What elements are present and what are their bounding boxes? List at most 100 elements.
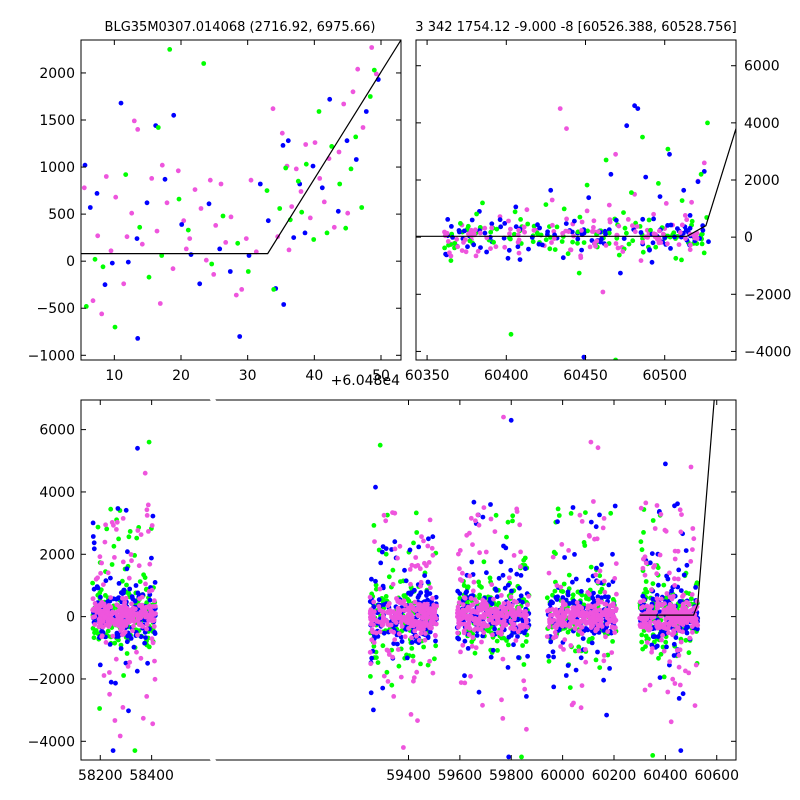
panel-2-data-point [490,632,495,638]
panel-2-data-point [479,584,484,590]
panel-0-data-point [159,253,165,258]
panel-0-data-point [170,266,176,272]
panel-2-data-point [650,634,656,640]
panel-2-data-point [490,647,496,653]
panel-2-data-point [115,506,121,511]
panel-1-data-point [647,247,652,253]
panel-2-data-point [577,512,583,518]
panel-2-data-point [392,539,398,545]
panel-2-data-point [607,666,612,671]
panel-2-data-point [134,649,139,655]
panel-2-data-point [499,613,505,619]
panel-1-data-point [616,223,622,229]
panel-2-data-point [639,632,645,638]
panel-2-data-point [670,676,676,682]
panel-2-data-point [375,660,381,665]
panel-1-data-point [578,253,583,259]
panel-0-data-point [112,324,118,330]
panel-2-data-point [553,634,559,639]
panel-2-data-point [561,581,567,587]
panel-1-data-point [687,225,693,231]
panel-2-data-point [649,649,654,655]
panel-0-data-point [248,177,254,183]
panel-2-data-point [599,610,605,615]
panel-2-data-point [474,599,480,605]
panel-2-data-point [595,649,600,655]
panel-2-data-point [593,572,599,578]
panel-2-data-point [421,538,426,544]
panel-2-data-point [525,653,530,659]
panel-2-data-point [475,512,481,518]
panel-2-data-point [647,560,653,566]
panel-2-data-point [551,549,557,555]
panel-2-data-point [639,605,644,611]
panel-1-data-point [508,236,513,242]
panel-2-data-point [125,549,130,555]
panel-2-data-point [544,634,550,639]
panel-2-data-point [383,594,389,599]
panel-1-data-point [445,217,451,222]
panel-2-data-point [560,621,566,627]
panel-2-data-point [114,527,119,532]
panel-1-data-point [606,202,612,208]
panel-2-data-point [556,513,562,518]
panel-1-data-point [549,240,554,245]
panel-2-data-point [137,603,142,608]
panel-1-data-point [656,240,662,246]
panel-1-data-point [443,251,448,257]
panel-2-data-point [667,594,673,600]
panel-0-data-point [95,233,101,239]
panel-2-data-point [470,542,475,547]
panel-2-data-point [470,588,476,594]
panel-2-data-point [583,510,588,515]
panel-0-data-point [289,204,295,210]
panel-2-data-point [410,604,415,610]
panel-2-data-point [664,644,669,650]
panel-2-data-point [425,579,431,585]
panel-2-data-point [524,612,529,618]
panel-2-data-point [595,601,601,606]
panel-2-data-point [93,603,99,609]
panel-1-x-tick-label: 60500 [642,368,687,384]
panel-2-data-point [567,601,572,606]
panel-0-data-point [109,260,115,266]
panel-2-data-point [666,630,671,636]
panel-2-data-point [607,618,612,623]
panel-2-data-point [385,512,390,518]
panel-1-data-point [621,210,626,216]
panel-1-data-point [455,244,461,250]
panel-1-data-point [516,250,522,256]
panel-0-data-point [159,162,165,168]
panel-2-data-point [142,470,148,476]
panel-2-data-point [579,519,585,524]
panel-2-data-point [371,613,376,619]
panel-1-data-point [482,225,488,231]
panel-2-data-point [131,644,137,650]
panel-2-data-point [504,605,510,611]
panel-2-data-point [517,585,522,591]
panel-2-data-point [675,501,680,507]
panel-1-data-point [668,222,674,228]
panel-2-data-point [415,718,420,723]
panel-2-data-point [690,629,695,635]
panel-0-data-point [286,247,292,253]
panel-2-data-point [661,674,667,680]
panel-1-data-point [687,213,693,218]
panel-2-data-point [421,644,426,650]
panel-1-data-point [530,239,536,245]
panel-2-data-point [129,594,135,599]
panel-2-data-point [604,712,609,718]
panel-2-data-point [399,624,405,629]
panel-0-data-point [265,218,271,224]
panel-2-data-point [608,510,614,516]
panel-2-data-point [558,644,563,649]
panel-2-data-point [392,637,398,643]
panel-0-data-point [293,166,299,172]
panel-2-data-point [132,598,138,604]
panel-2-data-point [98,570,103,576]
panel-1-data-point [525,221,531,227]
panel-2-data-point [377,586,383,592]
panel-2-data-point [130,616,136,622]
panel-2-data-point [115,634,121,639]
